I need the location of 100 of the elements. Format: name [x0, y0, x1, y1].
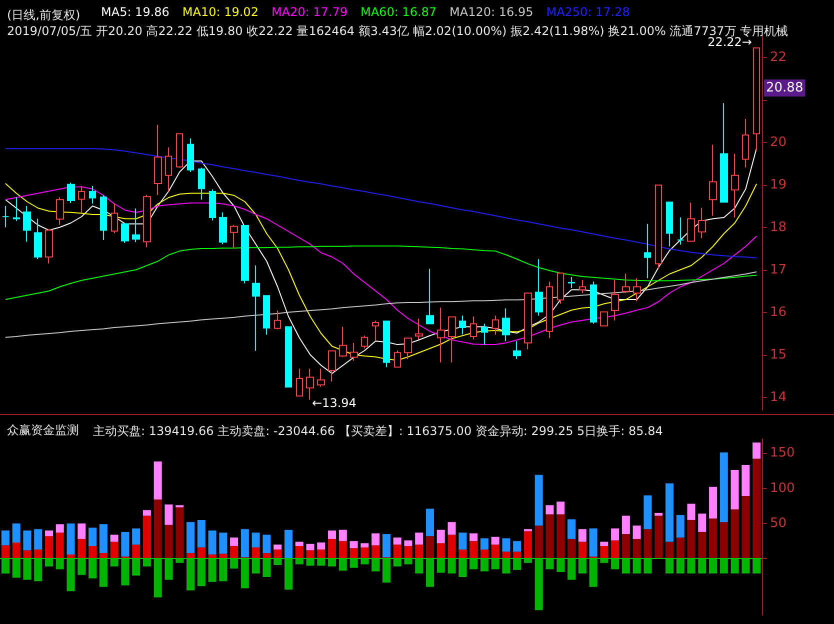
bar: [1, 530, 10, 546]
bar: [197, 520, 206, 548]
text: MA120: 16.95: [450, 5, 534, 19]
chart-title: 众赢资金监测: [7, 423, 79, 437]
bar: [687, 504, 696, 520]
candlestick: [655, 184, 662, 270]
bar: [338, 541, 347, 559]
bar: [698, 532, 706, 559]
bar: [252, 547, 260, 559]
bar: [142, 516, 151, 559]
bar: [524, 531, 532, 559]
candlestick: [687, 202, 695, 242]
bar: [665, 483, 674, 542]
candlestick: [143, 194, 151, 248]
bar: [88, 546, 97, 559]
candlestick: [339, 326, 347, 358]
bar: [372, 545, 380, 559]
bar: [622, 534, 630, 559]
bar: [154, 462, 162, 500]
chart-subtitle: 主动买盘: 139419.66 主动卖盘: -23044.66 【买卖差】: 116375.00 资金异动: 299.25 5日换手: 85.84: [93, 424, 663, 438]
bar: [164, 524, 173, 559]
bar: [470, 541, 478, 559]
candlestick: [328, 350, 336, 382]
bar: [578, 529, 586, 542]
candlestick: [252, 265, 260, 352]
candlestick: [121, 222, 129, 244]
bar: [78, 538, 86, 559]
bar: [632, 526, 641, 539]
text: MA250: 17.28: [546, 5, 630, 19]
candlestick: [698, 207, 706, 239]
candlestick: [731, 153, 739, 218]
line-series: [4, 245, 758, 300]
bar: [730, 509, 739, 559]
candlestick: [23, 206, 31, 242]
bar: [568, 519, 576, 539]
bar: [730, 470, 739, 510]
bar: [502, 538, 510, 552]
bar: [458, 532, 467, 550]
candlestick: [437, 307, 445, 363]
bar: [110, 534, 118, 542]
bar: [142, 510, 151, 516]
candlestick: [557, 272, 564, 304]
candlestick: [263, 294, 270, 336]
bar: [208, 530, 216, 554]
bar: [534, 474, 543, 526]
candlestick: [230, 224, 238, 249]
bar: [360, 543, 369, 548]
bar: [393, 544, 402, 559]
bar: [546, 514, 554, 559]
candlestick: [361, 335, 368, 349]
text: MA20: 17.79: [271, 5, 348, 19]
candlestick: [742, 118, 749, 168]
bar: [448, 522, 456, 535]
bar: [372, 533, 380, 546]
candlestick: [317, 368, 325, 388]
y-tick-label: 15: [770, 347, 787, 362]
bar: [426, 536, 434, 559]
bar: [295, 546, 304, 559]
candlestick: [13, 197, 20, 222]
bar: [654, 516, 663, 559]
bar: [317, 550, 326, 559]
candlestick: [579, 279, 586, 294]
bar: [317, 542, 326, 550]
bar: [88, 528, 97, 546]
bar: [404, 540, 412, 546]
bar: [676, 538, 684, 559]
y-tick-label: 14: [770, 390, 787, 405]
candlestick: [644, 223, 651, 279]
bar: [404, 546, 412, 559]
bar: [99, 524, 108, 554]
bar: [56, 524, 64, 533]
candlestick: [535, 258, 543, 316]
candlestick: [404, 337, 412, 360]
bar: [393, 538, 402, 545]
candlestick: [709, 144, 717, 216]
candlestick: [165, 146, 172, 192]
bar: [470, 533, 478, 542]
bar: [709, 486, 718, 519]
candlestick: [633, 278, 641, 302]
bar: [23, 530, 32, 550]
candlestick: [285, 326, 292, 388]
bar: [632, 538, 641, 559]
bar: [752, 458, 761, 559]
bar: [578, 542, 586, 559]
bar: [742, 496, 750, 559]
candlestick: [546, 281, 553, 339]
candlestick: [132, 208, 140, 243]
bar: [742, 465, 750, 496]
bar: [197, 547, 206, 559]
candlestick: [372, 320, 379, 342]
bar: [546, 505, 554, 514]
y-tick-label: 50: [770, 516, 787, 531]
candlestick: [513, 340, 521, 360]
bar: [350, 548, 358, 559]
y-tick-label: 16: [770, 304, 787, 320]
bar: [176, 507, 184, 559]
candlestick: [350, 342, 358, 362]
y-tick-label: 20: [770, 134, 787, 150]
bar: [556, 502, 565, 514]
bar: [458, 550, 467, 559]
